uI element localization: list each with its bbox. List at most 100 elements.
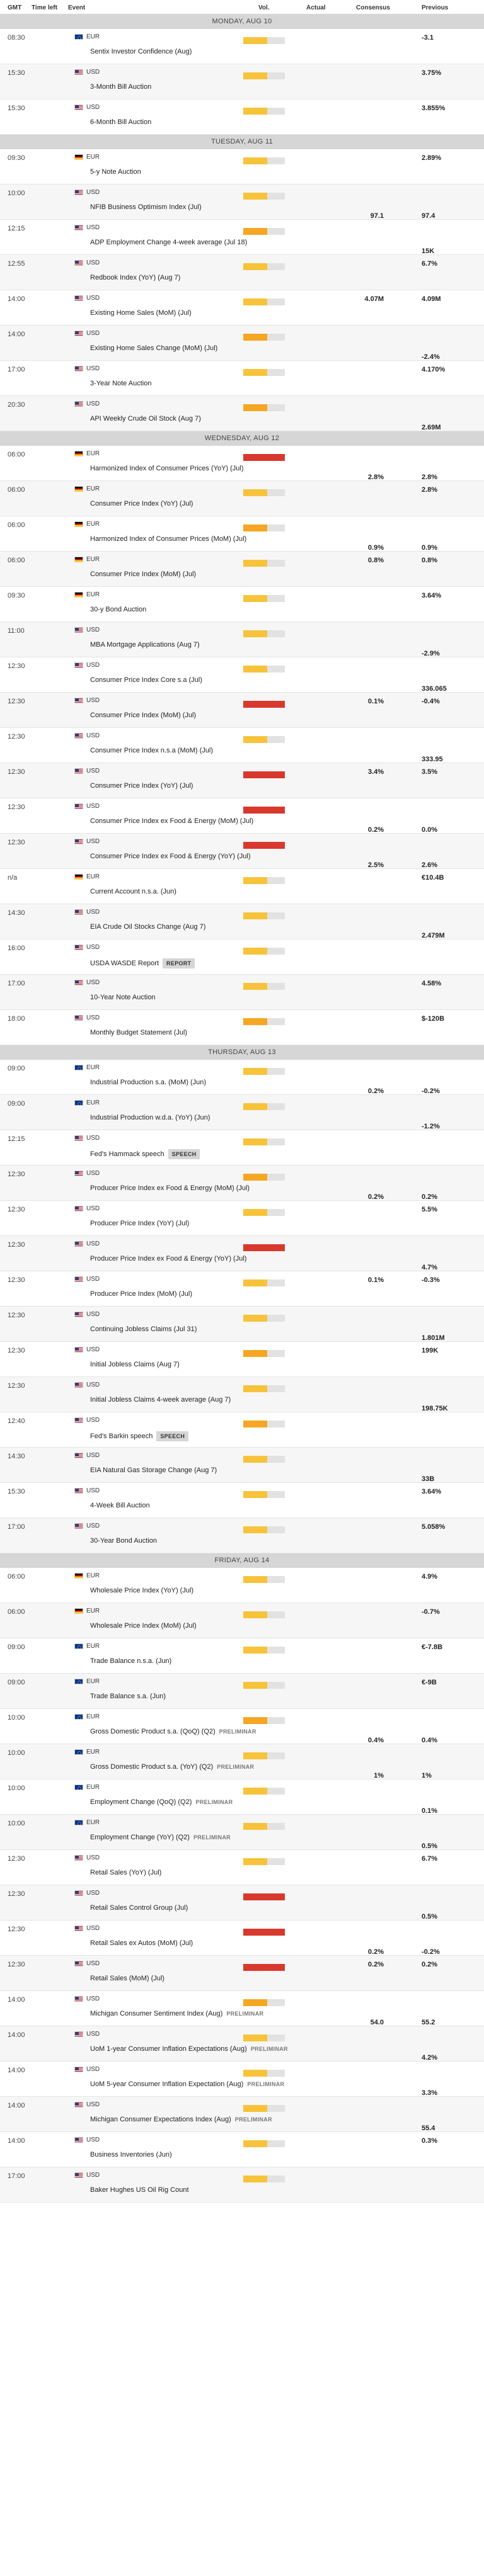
event-name-cell[interactable]: Consumer Price Index ex Food & Energy (M… xyxy=(90,817,253,825)
event-row[interactable]: 12:30 USD Retail Sales Control Group (Jul)… xyxy=(0,1885,484,1921)
event-row[interactable]: 12:30 USD Consumer Price Index n.s.a (MoM)… xyxy=(0,728,484,763)
event-row[interactable]: 12:30 USD Consumer Price Index (MoM) (Jul)… xyxy=(0,693,484,728)
event-name-cell[interactable]: Michigan Consumer Sentiment Index (Aug) P… xyxy=(90,2010,263,2017)
event-name-cell[interactable]: Continuing Jobless Claims (Jul 31) xyxy=(90,1325,197,1333)
event-name-link[interactable]: Employment Change (QoQ) (Q2) xyxy=(90,1798,192,1806)
event-name-link[interactable]: Industrial Production s.a. (MoM) (Jun) xyxy=(90,1079,207,1086)
event-row[interactable]: 09:30 EUR 5-y Note Auction 2.89% xyxy=(0,149,484,184)
event-name-link[interactable]: 4-Week Bill Auction xyxy=(90,1502,150,1509)
event-name-cell[interactable]: Baker Hughes US Oil Rig Count xyxy=(90,2186,189,2194)
event-name-cell[interactable]: Employment Change (QoQ) (Q2) PRELIMINAR xyxy=(90,1798,233,1806)
event-name-link[interactable]: Harmonized Index of Consumer Prices (MoM… xyxy=(90,535,247,543)
event-name-link[interactable]: Current Account n.s.a. (Jun) xyxy=(90,888,176,895)
event-row[interactable]: 14:00 USD Existing Home Sales (MoM) (Jul) 4… xyxy=(0,290,484,326)
event-name-cell[interactable]: 4-Week Bill Auction xyxy=(90,1502,150,1509)
event-row[interactable]: 14:00 USD Business Inventories (Jun) 0.3% xyxy=(0,2132,484,2167)
event-name-cell[interactable]: NFIB Business Optimism Index (Jul) xyxy=(90,203,202,211)
event-row[interactable]: 15:30 USD 3-Month Bill Auction 3.75% xyxy=(0,64,484,99)
event-name-cell[interactable]: MBA Mortgage Applications (Aug 7) xyxy=(90,641,200,649)
event-name-link[interactable]: Consumer Price Index (MoM) (Jul) xyxy=(90,570,197,578)
event-name-link[interactable]: Continuing Jobless Claims (Jul 31) xyxy=(90,1325,197,1333)
event-row[interactable]: 10:00 USD NFIB Business Optimism Index (Ju… xyxy=(0,184,484,220)
event-row[interactable]: 20:30 USD API Weekly Crude Oil Stock (Aug … xyxy=(0,396,484,431)
event-name-cell[interactable]: Business Inventories (Jun) xyxy=(90,2151,172,2159)
event-row[interactable]: 17:00 USD Baker Hughes US Oil Rig Count xyxy=(0,2167,484,2203)
event-row[interactable]: 12:30 USD Producer Price Index (MoM) (Jul)… xyxy=(0,1271,484,1307)
event-name-link[interactable]: UoM 1-year Consumer Inflation Expectatio… xyxy=(90,2045,247,2053)
event-row[interactable]: 06:00 EUR Wholesale Price Index (YoY) (Jul… xyxy=(0,1568,484,1603)
col-actual-header[interactable]: Actual xyxy=(306,4,326,11)
event-row[interactable]: 12:30 USD Producer Price Index ex Food & E… xyxy=(0,1236,484,1271)
event-name-link[interactable]: Baker Hughes US Oil Rig Count xyxy=(90,2186,189,2194)
event-row[interactable]: 16:00 USD USDA WASDE Report REPORT xyxy=(0,939,484,975)
event-row[interactable]: 12:15 USD Fed's Hammack speech SPEECH xyxy=(0,1130,484,1166)
event-name-link[interactable]: ADP Employment Change 4-week average (Ju… xyxy=(90,239,248,246)
event-name-cell[interactable]: Existing Home Sales (MoM) (Jul) xyxy=(90,309,192,317)
event-row[interactable]: 12:30 USD Retail Sales ex Autos (MoM) (Jul… xyxy=(0,1921,484,1956)
col-vol-header[interactable]: Vol. xyxy=(258,4,270,11)
event-row[interactable]: 09:00 EUR Industrial Production s.a. (MoM)… xyxy=(0,1060,484,1095)
event-name-cell[interactable]: Existing Home Sales Change (MoM) (Jul) xyxy=(90,344,217,352)
event-name-link[interactable]: Retail Sales ex Autos (MoM) (Jul) xyxy=(90,1939,193,1947)
event-name-link[interactable]: USDA WASDE Report xyxy=(90,960,159,967)
event-name-cell[interactable]: Wholesale Price Index (MoM) (Jul) xyxy=(90,1622,197,1630)
event-name-cell[interactable]: Gross Domestic Product s.a. (QoQ) (Q2) PR… xyxy=(90,1728,256,1735)
event-row[interactable]: 10:00 EUR Gross Domestic Product s.a. (QoQ… xyxy=(0,1709,484,1744)
event-row[interactable]: n/a EUR Current Account n.s.a. (Jun) €10.4B xyxy=(0,869,484,904)
event-name-cell[interactable]: UoM 1-year Consumer Inflation Expectatio… xyxy=(90,2045,288,2053)
event-row[interactable]: 10:00 EUR Gross Domestic Product s.a. (YoY… xyxy=(0,1744,484,1779)
event-name-cell[interactable]: Consumer Price Index (MoM) (Jul) xyxy=(90,712,196,719)
event-name-link[interactable]: Trade Balance s.a. (Jun) xyxy=(90,1693,166,1700)
event-name-cell[interactable]: Retail Sales (YoY) (Jul) xyxy=(90,1869,161,1876)
event-name-link[interactable]: 30-y Bond Auction xyxy=(90,606,147,613)
event-name-link[interactable]: Consumer Price Index n.s.a (MoM) (Jul) xyxy=(90,747,213,754)
event-row[interactable]: 06:00 EUR Harmonized Index of Consumer Pri… xyxy=(0,516,484,552)
event-name-cell[interactable]: EIA Crude Oil Stocks Change (Aug 7) xyxy=(90,923,205,931)
event-name-cell[interactable]: Employment Change (YoY) (Q2) PRELIMINAR xyxy=(90,1834,231,1841)
event-name-link[interactable]: Producer Price Index ex Food & Energy (Y… xyxy=(90,1255,247,1262)
event-name-link[interactable]: EIA Natural Gas Storage Change (Aug 7) xyxy=(90,1467,217,1474)
event-name-cell[interactable]: Consumer Price Index (YoY) (Jul) xyxy=(90,782,193,790)
event-row[interactable]: 14:30 USD EIA Crude Oil Stocks Change (Aug… xyxy=(0,904,484,939)
event-name-cell[interactable]: Initial Jobless Claims (Aug 7) xyxy=(90,1361,180,1368)
event-name-cell[interactable]: Producer Price Index (YoY) (Jul) xyxy=(90,1220,189,1227)
event-row[interactable]: 17:00 USD 3-Year Note Auction 4.170% xyxy=(0,361,484,396)
event-name-link[interactable]: Producer Price Index ex Food & Energy (M… xyxy=(90,1184,250,1192)
event-name-cell[interactable]: 30-y Bond Auction xyxy=(90,606,146,613)
event-name-link[interactable]: Consumer Price Index (MoM) (Jul) xyxy=(90,712,197,719)
event-row[interactable]: 12:30 USD Consumer Price Index Core s.a (J… xyxy=(0,657,484,693)
event-name-link[interactable]: Retail Sales (MoM) (Jul) xyxy=(90,1975,164,1982)
event-name-link[interactable]: Existing Home Sales (MoM) (Jul) xyxy=(90,309,192,317)
event-name-link[interactable]: Retail Sales (YoY) (Jul) xyxy=(90,1869,162,1876)
col-previous-header[interactable]: Previous xyxy=(422,4,449,11)
event-name-link[interactable]: 3-Month Bill Auction xyxy=(90,83,152,91)
event-name-cell[interactable]: 3-Year Note Auction xyxy=(90,380,151,387)
event-name-cell[interactable]: Harmonized Index of Consumer Prices (MoM… xyxy=(90,535,246,543)
event-row[interactable]: 09:00 EUR Trade Balance n.s.a. (Jun) €-7.8B xyxy=(0,1638,484,1674)
event-row[interactable]: 12:30 USD Producer Price Index (YoY) (Jul)… xyxy=(0,1201,484,1236)
event-name-cell[interactable]: Redbook Index (YoY) (Aug 7) xyxy=(90,274,180,281)
event-name-cell[interactable]: Industrial Production w.d.a. (YoY) (Jun) xyxy=(90,1114,210,1121)
event-name-link[interactable]: UoM 5-year Consumer Inflation Expectatio… xyxy=(90,2080,244,2088)
event-name-link[interactable]: 6-Month Bill Auction xyxy=(90,118,152,126)
event-name-link[interactable]: Existing Home Sales Change (MoM) (Jul) xyxy=(90,344,218,352)
event-name-link[interactable]: Retail Sales Control Group (Jul) xyxy=(90,1904,188,1912)
event-row[interactable]: 08:30 EUR Sentix Investor Confidence (Aug)… xyxy=(0,29,484,64)
event-row[interactable]: 06:00 EUR Consumer Price Index (YoY) (Jul)… xyxy=(0,481,484,516)
col-consensus-header[interactable]: Consensus xyxy=(356,4,390,11)
event-name-cell[interactable]: 10-Year Note Auction xyxy=(90,994,156,1001)
event-name-link[interactable]: Sentix Investor Confidence (Aug) xyxy=(90,48,192,55)
event-name-link[interactable]: Employment Change (YoY) (Q2) xyxy=(90,1834,190,1841)
event-name-link[interactable]: Initial Jobless Claims 4-week average (A… xyxy=(90,1396,231,1404)
event-name-cell[interactable]: Consumer Price Index (MoM) (Jul) xyxy=(90,570,196,578)
event-name-cell[interactable]: Retail Sales (MoM) (Jul) xyxy=(90,1975,164,1982)
event-name-cell[interactable]: Consumer Price Index n.s.a (MoM) (Jul) xyxy=(90,747,213,754)
event-name-link[interactable]: MBA Mortgage Applications (Aug 7) xyxy=(90,641,200,649)
event-name-cell[interactable]: EIA Natural Gas Storage Change (Aug 7) xyxy=(90,1467,217,1474)
event-row[interactable]: 12:30 USD Continuing Jobless Claims (Jul 3… xyxy=(0,1307,484,1342)
event-name-cell[interactable]: ADP Employment Change 4-week average (Ju… xyxy=(90,239,247,246)
event-name-cell[interactable]: Consumer Price Index (YoY) (Jul) xyxy=(90,500,193,508)
event-row[interactable]: 12:30 USD Initial Jobless Claims 4-week av… xyxy=(0,1377,484,1412)
event-row[interactable]: 09:00 EUR Trade Balance s.a. (Jun) €-9B xyxy=(0,1674,484,1709)
event-row[interactable]: 06:00 EUR Wholesale Price Index (MoM) (Jul… xyxy=(0,1603,484,1638)
